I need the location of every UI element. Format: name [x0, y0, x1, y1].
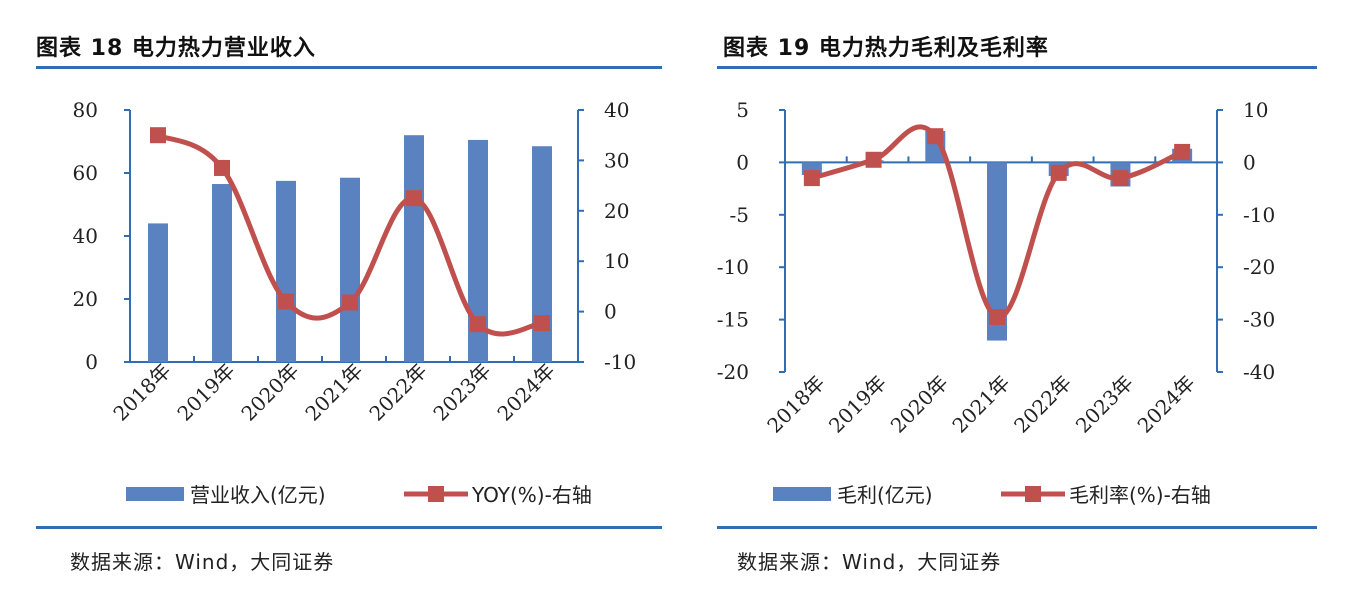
right-tick-label: 10: [604, 249, 629, 273]
right-tick-label: -40: [1243, 360, 1275, 384]
line-point: [1174, 143, 1191, 160]
x-tick-label: 2022年: [364, 359, 431, 426]
legend-bar-swatch: [126, 487, 184, 501]
source-note: 数据来源：Wind，大同证券: [737, 550, 1002, 574]
line-point: [150, 127, 166, 144]
line-point: [865, 151, 882, 168]
line-point: [927, 128, 944, 145]
right-tick-label: 40: [604, 98, 629, 122]
legend-line-label: 毛利率(%)-右轴: [1069, 483, 1211, 507]
line-point: [214, 159, 230, 176]
source-note: 数据来源：Wind，大同证券: [70, 550, 335, 574]
right-tick-label: 30: [604, 148, 629, 172]
footer-rule: [717, 526, 1317, 529]
line-point: [470, 316, 486, 333]
x-tick-label: 2019年: [172, 359, 239, 426]
bar: [987, 162, 1007, 341]
bar: [532, 146, 552, 362]
left-tick-label: 60: [73, 161, 98, 185]
x-tick-label: 2021年: [947, 371, 1014, 438]
bar: [468, 139, 488, 362]
line-point: [803, 170, 820, 187]
bar: [276, 180, 296, 362]
chart-title: 图表 19 电力热力毛利及毛利率: [723, 36, 1049, 61]
line-point: [534, 315, 550, 332]
chart-panel-revenue: 图表 18 电力热力营业收入 80 60 40 20 0 40 30 20 10 0 -10 20…: [36, 36, 662, 574]
line-point: [1050, 164, 1067, 181]
legend-line-label: YOY(%)-右轴: [471, 483, 592, 507]
left-tick-label: 0: [736, 150, 749, 174]
chart-title: 图表 18 电力热力营业收入: [36, 36, 316, 61]
chart-panel-gross-profit: 图表 19 电力热力毛利及毛利率 5 0 -5 -10 -15 -20 10 0 -10 -20…: [681, 0, 1362, 594]
right-tick-label: 20: [604, 199, 629, 223]
left-tick-label: 0: [85, 350, 98, 374]
x-tick-label: 2019年: [824, 371, 891, 438]
right-tick-label: 10: [1243, 98, 1268, 122]
title-rule: [717, 66, 1317, 69]
bar: [340, 177, 360, 362]
left-tick-label: -10: [717, 255, 749, 279]
bar: [404, 135, 424, 362]
right-tick-label: -10: [1243, 203, 1275, 227]
right-tick-label: 0: [1243, 150, 1256, 174]
left-tick-label: 20: [73, 287, 98, 311]
line-point: [989, 308, 1005, 325]
x-tick-label: 2021年: [300, 359, 367, 426]
right-tick-label: -20: [1243, 255, 1275, 279]
x-tick-label: 2020年: [236, 359, 303, 426]
left-tick-label: 5: [736, 98, 749, 122]
x-tick-label: 2020年: [886, 371, 953, 438]
footer-rule: [36, 526, 662, 529]
legend-bar-label: 营业收入(亿元): [190, 483, 326, 507]
line-point: [406, 190, 422, 207]
gross-profit-chart: 5 0 -5 -10 -15 -20 10 0 -10 -20 -30 -40 2018年2019年…: [717, 98, 1275, 507]
left-tick-label: -5: [730, 203, 749, 227]
left-tick-label: -15: [717, 308, 749, 332]
left-tick-label: 80: [73, 98, 98, 122]
line-point: [342, 294, 358, 311]
x-tick-label: 2024年: [492, 359, 559, 426]
x-tick-label: 2023年: [1071, 371, 1138, 438]
left-tick-label: 40: [73, 224, 98, 248]
x-tick-label: 2024年: [1133, 371, 1200, 438]
bar: [212, 184, 232, 362]
right-tick-label: -30: [1243, 308, 1275, 332]
legend-bar-label: 毛利(亿元): [837, 483, 933, 507]
x-tick-label: 2018年: [108, 359, 175, 426]
x-tick-label: 2023年: [428, 359, 495, 426]
title-rule: [36, 66, 662, 69]
x-tick-label: 2018年: [762, 371, 829, 438]
legend-line-marker: [1025, 486, 1041, 502]
x-tick-label: 2022年: [1009, 371, 1076, 438]
line-point: [278, 293, 294, 310]
bar: [148, 223, 168, 362]
legend-line-marker: [428, 486, 444, 502]
right-tick-label: -10: [604, 350, 636, 374]
left-tick-label: -20: [717, 360, 749, 384]
line-point: [1112, 170, 1129, 187]
legend-bar-swatch: [773, 487, 831, 501]
right-tick-label: 0: [604, 300, 617, 324]
